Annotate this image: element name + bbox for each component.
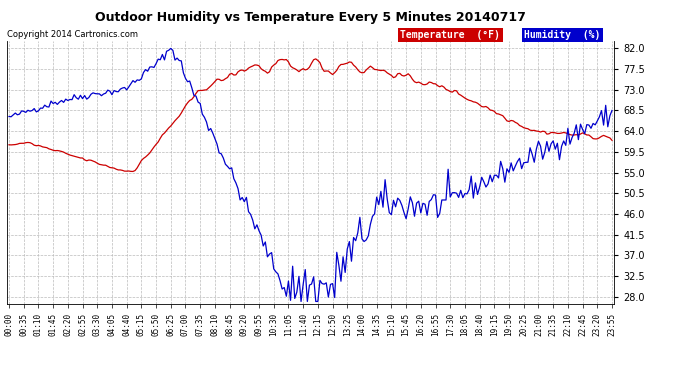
Text: Temperature  (°F): Temperature (°F)	[400, 30, 500, 40]
Text: Copyright 2014 Cartronics.com: Copyright 2014 Cartronics.com	[7, 30, 138, 39]
Text: Outdoor Humidity vs Temperature Every 5 Minutes 20140717: Outdoor Humidity vs Temperature Every 5 …	[95, 11, 526, 24]
Text: Humidity  (%): Humidity (%)	[524, 30, 601, 40]
